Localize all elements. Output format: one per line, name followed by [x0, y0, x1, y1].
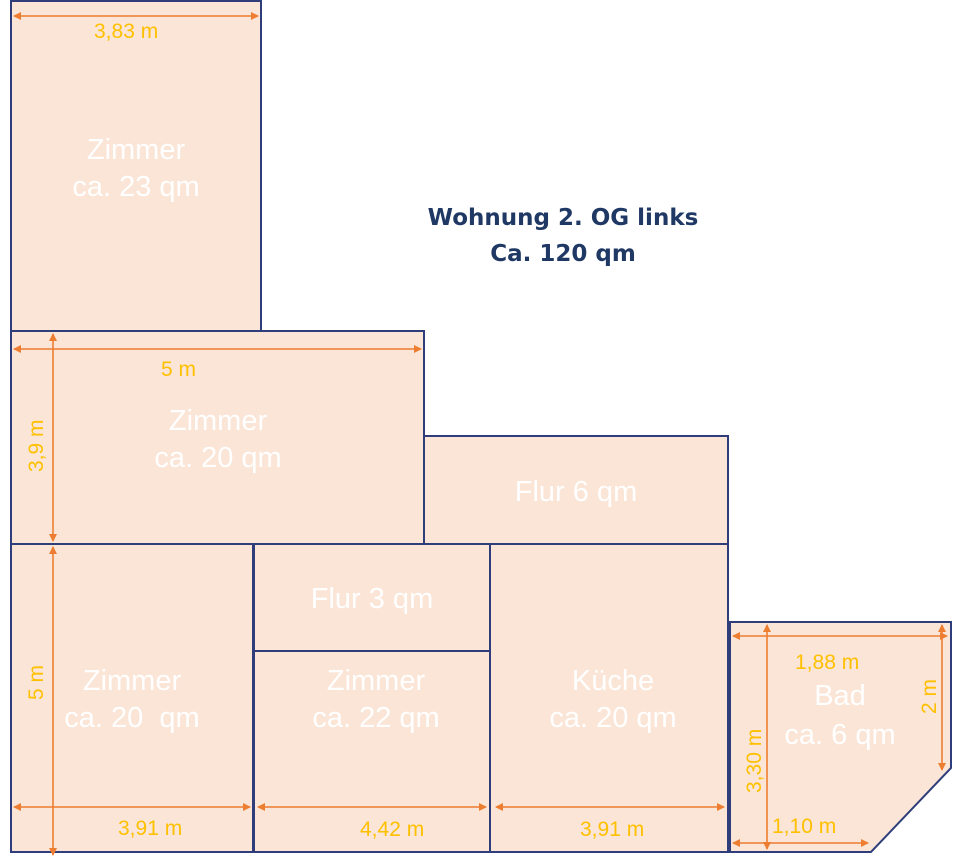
room-label-zimmer-bottom-center-name: Zimmer: [327, 665, 426, 697]
plan-title-line2: Ca. 120 qm: [490, 241, 636, 267]
dimension-label-kueche-width: 3,91 m: [580, 818, 644, 841]
room-label-bad-name: Bad: [814, 680, 866, 712]
dimension-label-top-width: 3,83 m: [94, 20, 158, 43]
dimension-label-bottom-center-width: 4,42 m: [360, 818, 424, 841]
dimension-label-bad-right-height: 2 m: [918, 679, 941, 714]
room-label-kueche-area: ca. 20 qm: [549, 702, 676, 734]
room-kueche: [489, 543, 729, 853]
room-label-zimmer-middle-name: Zimmer: [169, 405, 268, 437]
room-flur-6: [423, 435, 729, 545]
dimension-label-bad-bottom-width: 1,10 m: [772, 815, 836, 838]
room-label-zimmer-bottom-center-area: ca. 22 qm: [312, 702, 439, 734]
room-label-bad-area: ca. 6 qm: [784, 719, 895, 751]
dimension-label-bad-left-height: 3,30 m: [743, 729, 766, 793]
room-zimmer-middle: [10, 330, 425, 545]
dimension-label-bottom-left-height: 5 m: [25, 665, 48, 700]
dimension-label-bad-top-width: 1,88 m: [795, 651, 859, 674]
dimension-label-middle-height: 3,9 m: [25, 419, 48, 472]
room-label-zimmer-bottom-left-name: Zimmer: [83, 665, 182, 697]
room-flur-3: [253, 543, 491, 652]
room-label-zimmer-middle-area: ca. 20 qm: [154, 442, 281, 474]
room-zimmer-top: [10, 0, 262, 334]
dimension-label-middle-width: 5 m: [161, 358, 196, 381]
room-label-zimmer-top-area: ca. 23 qm: [72, 171, 199, 203]
room-label-kueche-name: Küche: [572, 665, 654, 697]
room-bad: [729, 621, 952, 853]
room-label-flur-3: Flur 3 qm: [311, 583, 433, 615]
room-label-zimmer-top-name: Zimmer: [87, 134, 186, 166]
room-label-zimmer-bottom-left-area: ca. 20 qm: [64, 702, 199, 734]
room-label-flur-6: Flur 6 qm: [515, 476, 637, 508]
dimension-label-bottom-left-width: 3,91 m: [118, 817, 182, 840]
plan-title-line1: Wohnung 2. OG links: [428, 205, 699, 231]
room-zimmer-bottom-center: [253, 650, 491, 853]
